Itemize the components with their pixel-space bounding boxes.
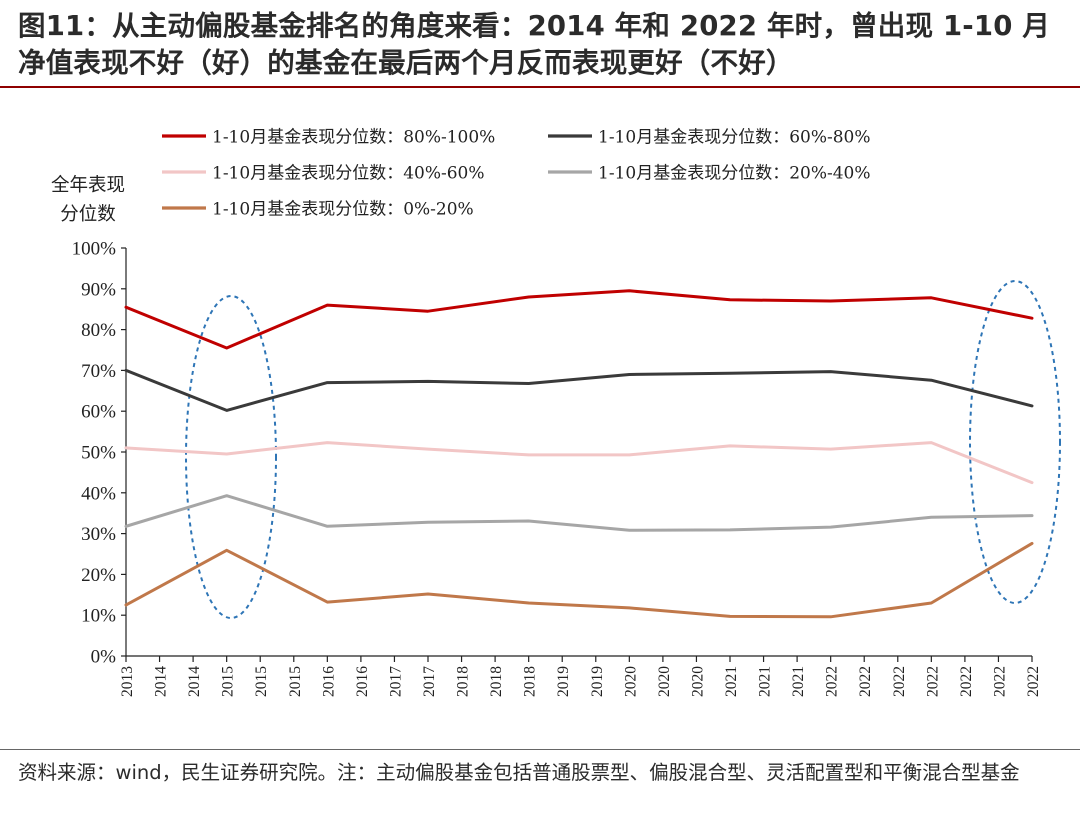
x-tick-label: 2020 — [656, 666, 673, 697]
y-tick-label: 60% — [81, 402, 116, 423]
series-lines — [124, 289, 1034, 619]
series-line — [124, 541, 1034, 619]
x-tick-label: 2022 — [958, 666, 975, 697]
x-tick-label: 2017 — [387, 666, 404, 697]
y-tick-label: 10% — [81, 606, 116, 627]
y-tick-label: 100% — [72, 239, 117, 260]
x-tick-label: 2015 — [253, 666, 270, 697]
y-tick-label: 80% — [81, 320, 116, 341]
source-note: 资料来源：wind，民生证券研究院。注：主动偏股基金包括普通股票型、偏股混合型、… — [18, 761, 1020, 784]
y-axis-label-line: 全年表现 — [51, 175, 125, 196]
x-tick-label: 2016 — [320, 666, 337, 697]
series-line — [124, 494, 1034, 532]
line-chart: 1-10月基金表现分位数：80%-100% 1-10月基金表现分位数：60%-80… — [51, 128, 1061, 697]
series-line — [124, 441, 1034, 485]
highlight-ellipse — [969, 280, 1061, 604]
legend-label: 1-10月基金表现分位数：80%-100% — [212, 128, 495, 148]
series-line — [124, 289, 1034, 350]
legend: 1-10月基金表现分位数：80%-100% 1-10月基金表现分位数：60%-80… — [162, 128, 871, 220]
x-tick-label: 2018 — [488, 666, 505, 697]
x-tick-label: 2014 — [186, 666, 203, 697]
x-tick-label: 2020 — [689, 666, 706, 697]
y-tick-label: 20% — [81, 565, 116, 586]
x-tick-label: 2022 — [891, 666, 908, 697]
figure-title: 图11：从主动偏股基金排名的角度来看：2014 年和 2022 年时，曾出现 1… — [18, 10, 1051, 79]
x-tick-label: 2019 — [555, 666, 572, 697]
x-tick-label: 2014 — [153, 666, 170, 697]
legend-label: 1-10月基金表现分位数：0%-20% — [212, 200, 474, 220]
x-tick-label: 2017 — [421, 666, 438, 697]
footer-divider — [0, 749, 1080, 750]
x-tick-label: 2022 — [924, 666, 941, 697]
y-tick-label: 70% — [81, 361, 116, 382]
x-tick-label: 2022 — [991, 666, 1008, 697]
x-tick-label: 2018 — [455, 666, 472, 697]
x-tick-label: 2022 — [824, 666, 841, 697]
x-tick-label: 2015 — [220, 666, 237, 697]
x-tick-label: 2021 — [723, 666, 740, 697]
y-tick-label: 0% — [91, 647, 117, 668]
y-tick-label: 50% — [81, 443, 116, 464]
x-tick-label: 2021 — [790, 666, 807, 697]
y-tick-label: 40% — [81, 483, 116, 504]
x-tick-label: 2022 — [857, 666, 874, 697]
highlight-ellipse — [185, 295, 277, 619]
legend-label: 1-10月基金表现分位数：40%-60% — [212, 164, 485, 184]
y-axis-label-line: 分位数 — [60, 204, 116, 225]
title-divider — [0, 86, 1080, 88]
y-tick-label: 90% — [81, 279, 116, 300]
x-tick-label: 2015 — [287, 666, 304, 697]
legend-label: 1-10月基金表现分位数：20%-40% — [598, 164, 871, 184]
annotations — [185, 280, 1061, 619]
x-tick-label: 2016 — [354, 666, 371, 697]
x-tick-label: 2021 — [757, 666, 774, 697]
series-line — [124, 368, 1034, 412]
y-tick-label: 30% — [81, 524, 116, 545]
x-tick-label: 2020 — [622, 666, 639, 697]
x-axis: 2013 2014 2014 2015 2015 2015 2016 2016 2017 2017… — [119, 655, 1042, 697]
x-tick-label: 2018 — [522, 666, 539, 697]
x-tick-label: 2013 — [119, 666, 136, 697]
x-tick-label: 2022 — [1025, 666, 1042, 697]
y-axis: 0% 10% 20% 30% 40% 50% 60% 70% 80% 90% 100% — [72, 239, 127, 668]
x-tick-label: 2019 — [589, 666, 606, 697]
legend-label: 1-10月基金表现分位数：60%-80% — [598, 128, 871, 148]
